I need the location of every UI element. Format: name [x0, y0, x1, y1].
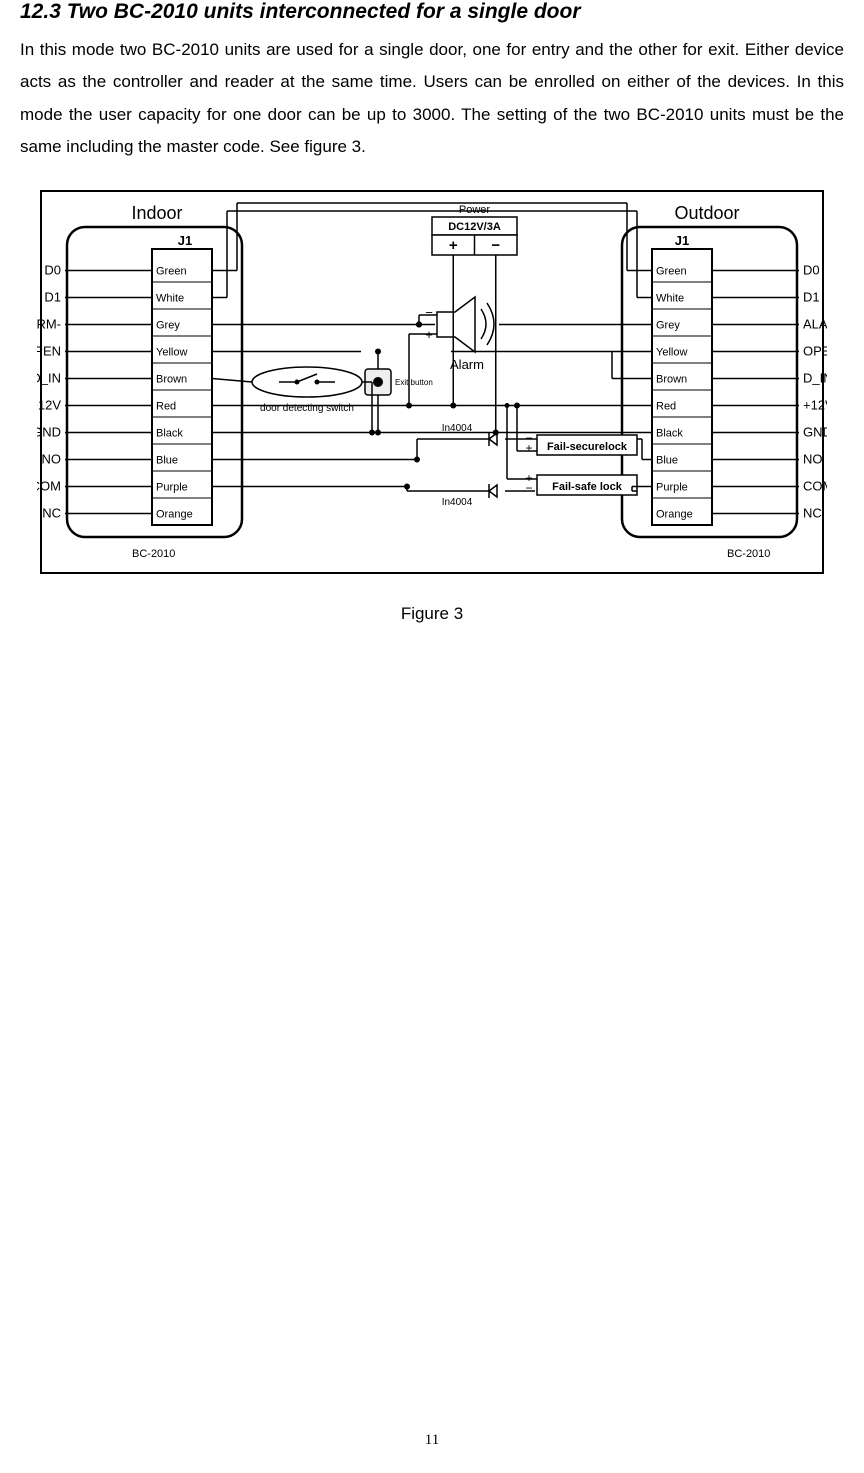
svg-text:Exit button: Exit button [395, 378, 433, 387]
figure-3: Indoor BC-2010 J1 Green D0 White D1 Grey ALARM- Y… [37, 187, 827, 582]
svg-text:Blue: Blue [656, 455, 678, 467]
svg-text:OPEN: OPEN [803, 344, 827, 359]
svg-text:+: + [525, 441, 532, 455]
svg-text:Orange: Orange [156, 509, 193, 521]
svg-text:Purple: Purple [156, 482, 188, 494]
svg-text:Black: Black [156, 428, 183, 440]
svg-text:White: White [156, 293, 184, 305]
svg-text:D0: D0 [44, 263, 61, 278]
svg-text:NO: NO [42, 452, 62, 467]
svg-text:door detecting switch: door detecting switch [260, 403, 354, 414]
svg-text:−: − [425, 305, 433, 320]
svg-text:BC-2010: BC-2010 [132, 548, 175, 560]
svg-text:+12V: +12V [803, 398, 827, 413]
svg-text:Red: Red [156, 401, 176, 413]
svg-text:Brown: Brown [156, 374, 187, 386]
svg-text:ALARM-: ALARM- [803, 317, 827, 332]
svg-text:Power: Power [459, 204, 491, 216]
svg-text:ALARM-: ALARM- [37, 317, 61, 332]
svg-text:Blue: Blue [156, 455, 178, 467]
svg-text:Yellow: Yellow [156, 347, 187, 359]
svg-text:Orange: Orange [656, 509, 693, 521]
svg-text:D1: D1 [803, 290, 820, 305]
svg-text:D1: D1 [44, 290, 61, 305]
svg-text:NC: NC [42, 506, 61, 521]
svg-text:Red: Red [656, 401, 676, 413]
svg-text:NC: NC [803, 506, 822, 521]
svg-text:−: − [491, 237, 500, 254]
svg-text:BC-2010: BC-2010 [727, 548, 770, 560]
svg-text:OPEN: OPEN [37, 344, 61, 359]
svg-text:COM: COM [37, 479, 61, 494]
svg-text:Outdoor: Outdoor [674, 203, 739, 223]
svg-text:Alarm: Alarm [450, 357, 484, 372]
svg-text:Yellow: Yellow [656, 347, 687, 359]
svg-text:White: White [656, 293, 684, 305]
svg-text:D_IN: D_IN [803, 371, 827, 386]
figure-caption: Figure 3 [20, 604, 844, 624]
svg-text:Green: Green [156, 266, 187, 278]
svg-text:Green: Green [656, 266, 687, 278]
wiring-diagram: Indoor BC-2010 J1 Green D0 White D1 Grey ALARM- Y… [37, 187, 827, 577]
svg-text:Grey: Grey [656, 320, 680, 332]
svg-text:D0: D0 [803, 263, 820, 278]
page-number: 11 [0, 1432, 864, 1449]
svg-text:D_IN: D_IN [37, 371, 61, 386]
svg-text:Fail-safe lock: Fail-safe lock [552, 481, 623, 493]
svg-text:+12V: +12V [37, 398, 61, 413]
svg-text:−: − [525, 481, 532, 495]
svg-text:DC12V/3A: DC12V/3A [448, 221, 501, 233]
svg-text:Purple: Purple [656, 482, 688, 494]
svg-text:Indoor: Indoor [131, 203, 182, 223]
svg-text:NO: NO [803, 452, 823, 467]
svg-text:GND: GND [37, 425, 61, 440]
svg-text:+: + [449, 237, 458, 254]
svg-text:J1: J1 [675, 233, 689, 248]
svg-text:GND: GND [803, 425, 827, 440]
svg-text:Fail-securelock: Fail-securelock [547, 441, 628, 453]
svg-text:In4004: In4004 [442, 497, 473, 508]
svg-text:Grey: Grey [156, 320, 180, 332]
body-paragraph: In this mode two BC-2010 units are used … [20, 34, 844, 163]
svg-text:COM: COM [803, 479, 827, 494]
svg-text:J1: J1 [178, 233, 192, 248]
section-heading: 12.3 Two BC-2010 units interconnected fo… [20, 0, 844, 24]
svg-text:Black: Black [656, 428, 683, 440]
svg-text:Brown: Brown [656, 374, 687, 386]
